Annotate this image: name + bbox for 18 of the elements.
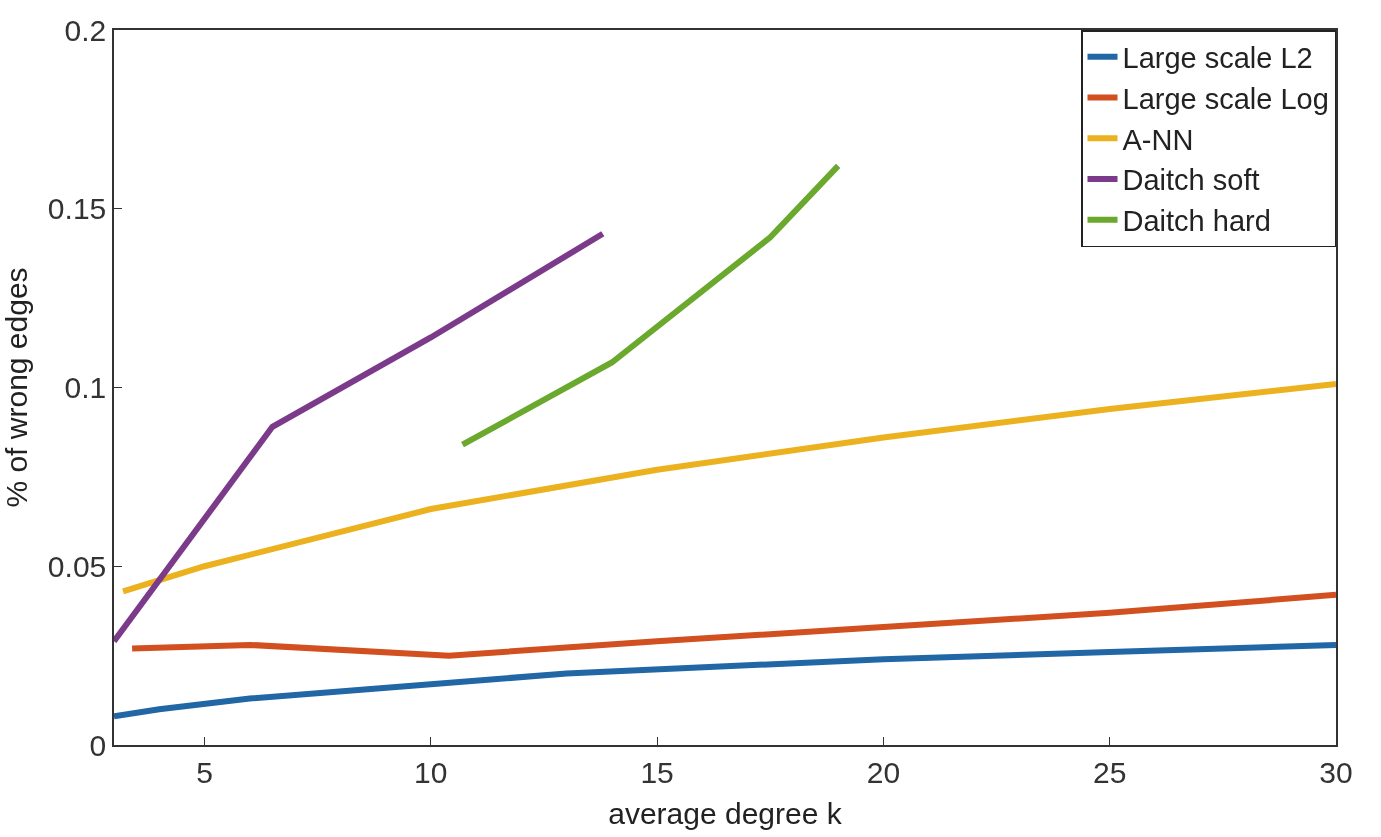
legend-label: Daitch soft — [1122, 164, 1260, 197]
y-tick-label: 0 — [89, 728, 107, 762]
legend-label: A-NN — [1122, 123, 1194, 156]
x-tick-label: 15 — [640, 755, 674, 789]
y-tick-label: 0.1 — [64, 371, 107, 404]
x-tick-label: 25 — [1093, 755, 1127, 789]
legend-label: Large scale Log — [1122, 82, 1329, 115]
x-tick-label: 5 — [196, 755, 213, 789]
x-axis-title: average degree k — [608, 796, 843, 830]
x-tick-label: 10 — [414, 755, 448, 789]
legend-label: Large scale L2 — [1122, 42, 1313, 75]
y-tick-label: 0.15 — [47, 192, 107, 226]
y-axis-title: % of wrong edges — [0, 267, 33, 508]
x-tick-label: 30 — [1319, 755, 1353, 789]
x-tick-label: 20 — [866, 755, 901, 789]
y-tick-label: 0.05 — [47, 549, 107, 583]
legend-label: Daitch hard — [1122, 204, 1271, 237]
y-tick-label: 0.2 — [64, 13, 107, 47]
